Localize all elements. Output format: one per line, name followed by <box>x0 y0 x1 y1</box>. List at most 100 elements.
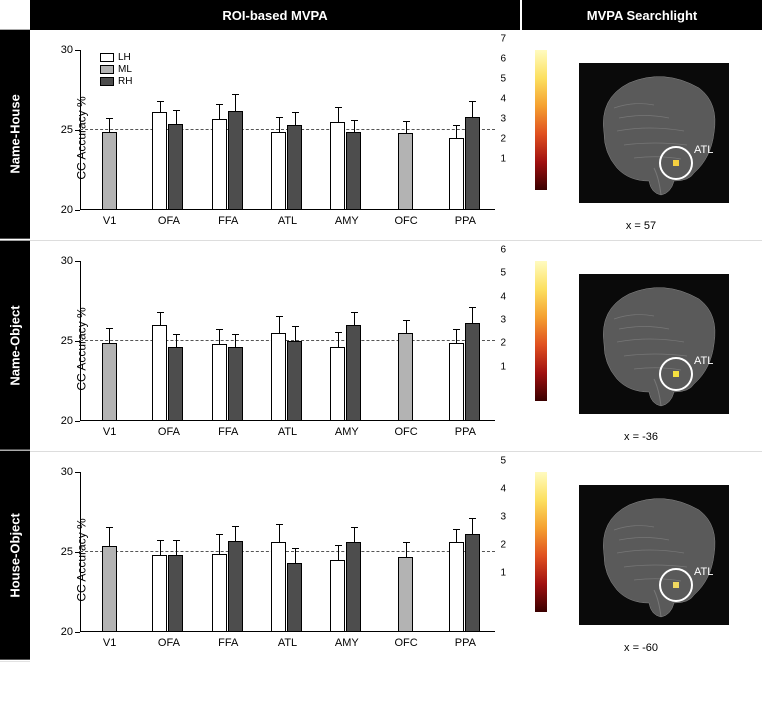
error-bar <box>235 334 236 348</box>
error-bar <box>295 548 296 564</box>
bar-chart-panel: CC Accuracy %202530V1OFAFFAATLAMYOFCPPA <box>30 241 520 451</box>
error-bar <box>406 121 407 134</box>
bar <box>168 555 183 632</box>
bar-group <box>271 542 302 632</box>
atl-hotspot <box>673 160 679 166</box>
legend: LHMLRH <box>100 52 132 88</box>
bar-group <box>152 112 183 210</box>
searchlight-panel: 12345 ATL x = -60 <box>520 452 762 662</box>
bar-group <box>398 333 413 421</box>
bar <box>346 325 361 421</box>
column-headers: ROI-based MVPA MVPA Searchlight <box>30 0 762 30</box>
error-bar <box>354 527 355 543</box>
error-bar <box>235 94 236 112</box>
colorbar-tick: 6 <box>500 245 506 256</box>
x-tick-label: OFA <box>158 637 180 649</box>
plot-area <box>80 50 495 210</box>
brain-image: ATL <box>579 485 729 625</box>
colorbar-tick: 2 <box>500 134 506 145</box>
error-bar <box>279 524 280 543</box>
x-tick-label: PPA <box>455 637 476 649</box>
error-bar <box>456 529 457 543</box>
x-tick-label: FFA <box>218 637 238 649</box>
x-tick-label: OFC <box>394 426 417 438</box>
bar <box>287 563 302 632</box>
bar-group <box>102 546 117 632</box>
x-tick-label: FFA <box>218 215 238 227</box>
error-bar <box>472 307 473 325</box>
row-label-spacer <box>0 0 30 30</box>
bar <box>330 347 345 421</box>
y-tick-label: 30 <box>50 44 73 56</box>
x-tick-label: AMY <box>335 637 359 649</box>
bar <box>271 132 286 210</box>
bar <box>465 117 480 210</box>
y-tick-label: 25 <box>50 546 73 558</box>
error-bar <box>160 312 161 326</box>
bar <box>271 542 286 632</box>
bar-group <box>152 325 183 421</box>
error-bar <box>219 104 220 120</box>
bar <box>346 542 361 632</box>
row-label-0: Name-House <box>0 30 30 241</box>
y-tick <box>75 632 80 633</box>
bar-group <box>271 333 302 421</box>
error-bar <box>472 101 473 119</box>
x-tick-label: PPA <box>455 426 476 438</box>
x-tick-label: V1 <box>103 426 116 438</box>
plot-area <box>80 472 495 632</box>
bar <box>228 347 243 421</box>
bar <box>152 112 167 210</box>
y-tick-label: 25 <box>50 335 73 347</box>
error-bar <box>109 118 110 132</box>
bar-group <box>271 125 302 210</box>
error-bar <box>219 329 220 345</box>
bar-chart: CC Accuracy %202530V1OFAFFAATLAMYOFCPPA <box>45 251 505 446</box>
colorbar-tick: 6 <box>500 54 506 65</box>
brain-caption: x = 57 <box>626 220 656 232</box>
error-bar <box>406 320 407 334</box>
bar <box>228 111 243 210</box>
x-tick-label: ATL <box>278 637 297 649</box>
bar-group <box>398 557 413 632</box>
colorbar <box>535 472 547 612</box>
atl-label: ATL <box>694 144 713 156</box>
brain-caption: x = -36 <box>624 431 658 443</box>
bar <box>465 534 480 632</box>
bar <box>398 333 413 421</box>
bar <box>449 542 464 632</box>
colorbar-tick: 1 <box>500 361 506 372</box>
col-header-right: MVPA Searchlight <box>520 0 762 30</box>
bar-group <box>449 323 480 421</box>
panel-row: CC Accuracy %202530V1OFAFFAATLAMYOFCPPA1… <box>30 240 762 451</box>
error-bar <box>295 326 296 342</box>
colorbar-tick: 4 <box>500 291 506 302</box>
y-tick <box>75 421 80 422</box>
bar <box>212 554 227 632</box>
colorbar-tick: 7 <box>500 34 506 45</box>
content-column: ROI-based MVPA MVPA Searchlight CC Accur… <box>30 0 762 662</box>
legend-label: ML <box>118 64 132 75</box>
bar <box>398 133 413 210</box>
error-bar <box>176 540 177 556</box>
bar <box>449 343 464 421</box>
bar <box>330 560 345 632</box>
row-labels-column: Name-House Name-Object House-Object <box>0 0 30 662</box>
bar-chart-panel: CC Accuracy %202530V1OFAFFAATLAMYOFCPPAL… <box>30 30 520 240</box>
searchlight-panel: 123456 ATL x = -36 <box>520 241 762 451</box>
x-tick-label: OFC <box>394 637 417 649</box>
bar <box>212 344 227 421</box>
bar-group <box>212 541 243 632</box>
brain-image: ATL <box>579 274 729 414</box>
colorbar-container <box>535 50 547 190</box>
error-bar <box>338 332 339 348</box>
colorbar-container <box>535 261 547 401</box>
atl-hotspot <box>673 582 679 588</box>
error-bar <box>338 545 339 561</box>
colorbar-tick: 3 <box>500 114 506 125</box>
legend-item: ML <box>100 64 132 75</box>
error-bar <box>160 101 161 114</box>
bar-group <box>449 534 480 632</box>
atl-hotspot <box>673 371 679 377</box>
searchlight-panel: 1234567 ATL x = 57 <box>520 30 762 240</box>
